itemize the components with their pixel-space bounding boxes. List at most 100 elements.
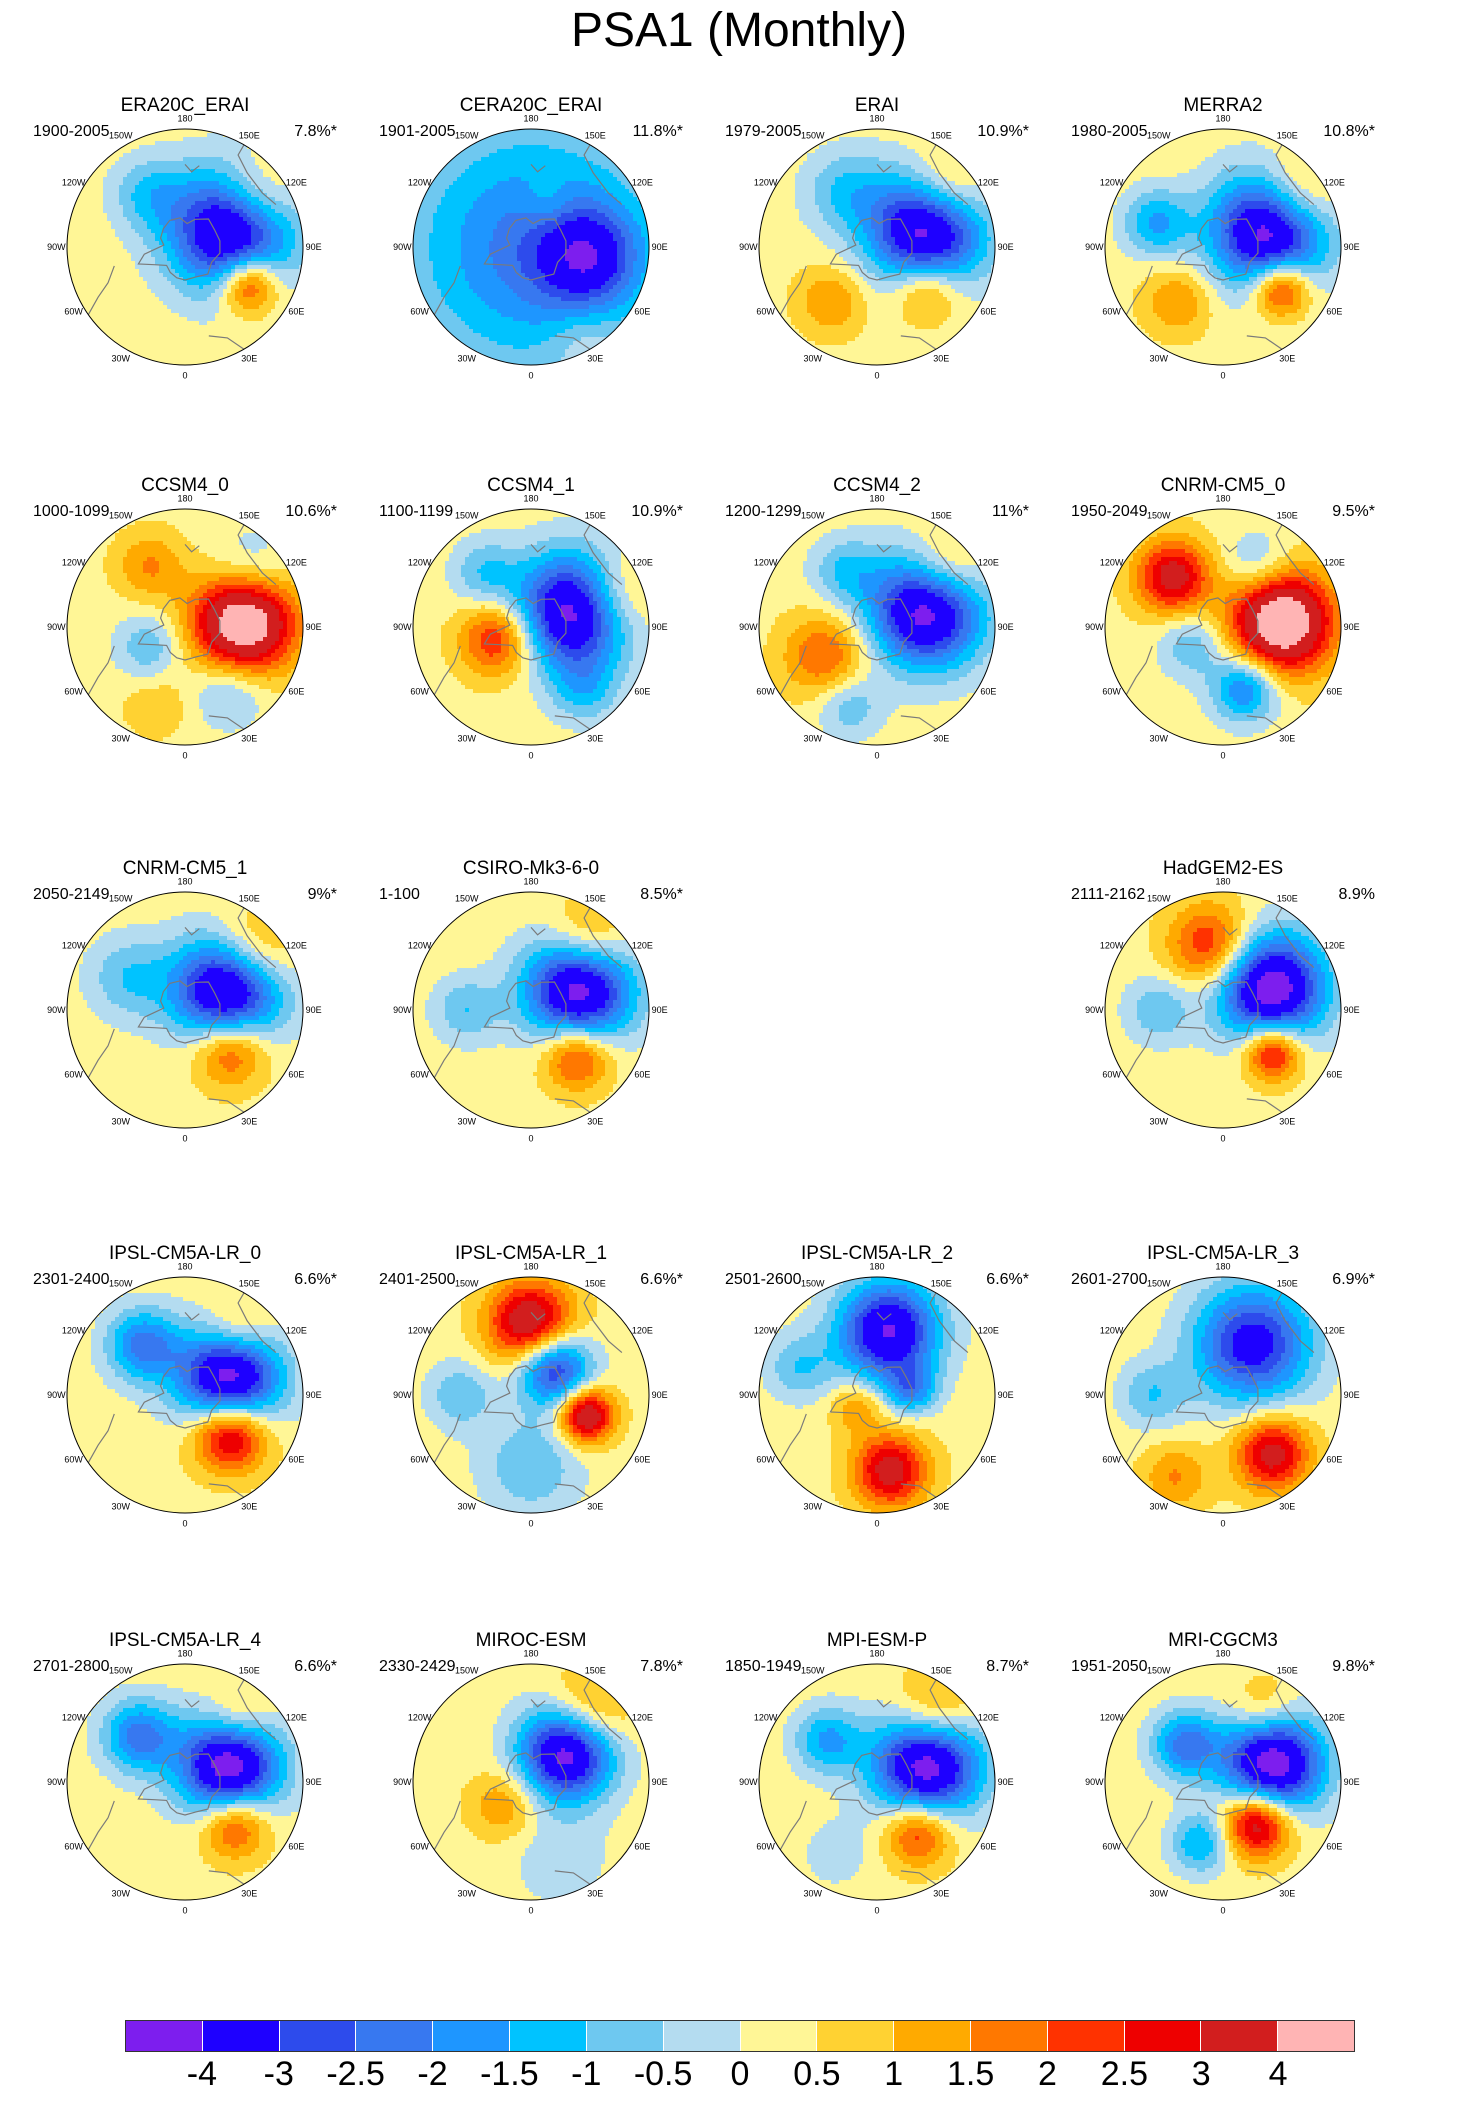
colorbar-box (1278, 2021, 1354, 2051)
panel-variance: 9.8%* (1332, 1658, 1375, 1676)
longitude-label: 150W (1147, 1279, 1171, 1289)
longitude-label: 0 (1220, 1519, 1225, 1529)
coastlines (87, 144, 277, 350)
longitude-label: 30E (1279, 1116, 1295, 1126)
longitude-label: 120E (286, 1326, 307, 1336)
colorbar-box (279, 2021, 357, 2051)
map-border (1104, 891, 1342, 1129)
longitude-label: 0 (528, 1906, 533, 1916)
map-panel: CSIRO-Mk3-6-0 1-100 8.5%* 0 30E 60E 90E 120E 150… (371, 858, 691, 1228)
panel-variance: 9%* (308, 886, 337, 904)
longitude-label: 30E (933, 1501, 949, 1511)
longitude-label: 60E (980, 686, 996, 696)
longitude-label: 120W (62, 1713, 86, 1723)
longitude-label: 30E (1279, 733, 1295, 743)
panel-title: IPSL-CM5A-LR_0 (25, 1243, 345, 1265)
longitude-label: 120E (1324, 1713, 1345, 1723)
longitude-label: 60E (1326, 1841, 1342, 1851)
colorbar-box (126, 2021, 203, 2051)
longitude-label: 60W (410, 686, 429, 696)
longitude-label: 60E (634, 1841, 650, 1851)
longitude-label: 30W (803, 1888, 822, 1898)
longitude-label: 60W (1102, 1454, 1121, 1464)
map-panel: CCSM4_1 1100-1199 10.9%* 0 30E 60E 90E 120E 150E… (371, 475, 691, 845)
panel-variance: 8.5%* (640, 886, 683, 904)
longitude-label: 60W (64, 1841, 83, 1851)
panel-years: 2401-2500 (379, 1271, 456, 1289)
longitude-label: 150W (1147, 894, 1171, 904)
colorbar-label: -3 (264, 2054, 294, 2094)
panel-years: 2501-2600 (725, 1271, 802, 1289)
longitude-label: 0 (182, 371, 187, 381)
longitude-label: 60E (288, 1841, 304, 1851)
longitude-label: 30E (241, 733, 257, 743)
longitude-label: 120W (1100, 1713, 1124, 1723)
longitude-label: 120W (408, 558, 432, 568)
longitude-label: 150E (585, 511, 606, 521)
longitude-label: 180 (177, 1261, 192, 1271)
panel-variance: 10.8%* (1323, 123, 1375, 141)
colorbar-box (663, 2021, 741, 2051)
longitude-label: 120E (632, 1713, 653, 1723)
longitude-label: 150E (931, 1279, 952, 1289)
longitude-label: 30W (111, 1116, 130, 1126)
longitude-label: 150E (1277, 511, 1298, 521)
map-panel: ERAI 1979-2005 10.9%* 0 30E 60E 90E 120E 150E 180… (717, 95, 1037, 465)
longitude-label: 90W (739, 1777, 758, 1787)
coastlines (433, 144, 623, 350)
longitude-label: 60W (410, 306, 429, 316)
longitude-label: 60W (1102, 1841, 1121, 1851)
longitude-label: 90E (652, 242, 668, 252)
longitude-label: 0 (182, 751, 187, 761)
colorbar-label: 3 (1192, 2054, 1211, 2094)
field-raster (759, 509, 995, 745)
longitude-label: 120E (1324, 178, 1345, 188)
longitude-label: 60W (64, 1454, 83, 1464)
longitude-label: 120W (1100, 558, 1124, 568)
longitude-label: 90W (1085, 1777, 1104, 1787)
polar-map: 0 30E 60E 90E 120E 150E 180 150W 120W 90W 60W 30W (393, 113, 668, 380)
longitude-label: 60W (756, 306, 775, 316)
panel-years: 1901-2005 (379, 123, 456, 141)
longitude-label: 90E (306, 1390, 322, 1400)
coastlines (779, 144, 969, 350)
coastlines (779, 524, 969, 730)
longitude-label: 60W (1102, 306, 1121, 316)
longitude-label: 30W (457, 353, 476, 363)
field-raster (1105, 892, 1341, 1128)
colorbar-box (740, 2021, 818, 2051)
longitude-label: 180 (523, 1261, 538, 1271)
longitude-label: 120E (978, 178, 999, 188)
colorbar-label: -2.5 (326, 2054, 385, 2094)
panel-years: 1979-2005 (725, 123, 802, 141)
colorbar-label: -4 (187, 2054, 217, 2094)
longitude-label: 30E (587, 1116, 603, 1126)
map-panel: IPSL-CM5A-LR_1 2401-2500 6.6%* 0 30E 60E 90E 12… (371, 1243, 691, 1613)
longitude-label: 60E (980, 306, 996, 316)
longitude-label: 30E (241, 1888, 257, 1898)
longitude-label: 150W (801, 1666, 825, 1676)
longitude-label: 30W (803, 1501, 822, 1511)
field-raster (67, 509, 303, 745)
polar-map: 0 30E 60E 90E 120E 150E 180 150W 120W 90W 60W 30W (47, 113, 321, 381)
panel-years: 2050-2149 (33, 886, 110, 904)
polar-map: 0 30E 60E 90E 120E 150E 180 150W 120W 90W 60W 30W (1085, 1648, 1359, 1915)
longitude-label: 120W (408, 178, 432, 188)
map-border (66, 128, 304, 366)
longitude-label: 120E (286, 558, 307, 568)
panel-title: MIROC-ESM (371, 1630, 691, 1652)
coastlines (87, 907, 277, 1113)
longitude-label: 60W (410, 1454, 429, 1464)
panel-title: MERRA2 (1063, 95, 1383, 117)
panel-years: 1950-2049 (1071, 503, 1148, 521)
longitude-label: 90E (1344, 1390, 1360, 1400)
longitude-label: 120W (754, 1326, 778, 1336)
colorbar-label: -0.5 (634, 2054, 693, 2094)
map-border (1104, 508, 1342, 746)
longitude-label: 180 (869, 493, 884, 503)
longitude-label: 180 (523, 876, 538, 886)
map-border (1104, 1663, 1342, 1901)
longitude-label: 90E (306, 622, 322, 632)
panel-title: IPSL-CM5A-LR_2 (717, 1243, 1037, 1265)
longitude-label: 60E (634, 306, 650, 316)
